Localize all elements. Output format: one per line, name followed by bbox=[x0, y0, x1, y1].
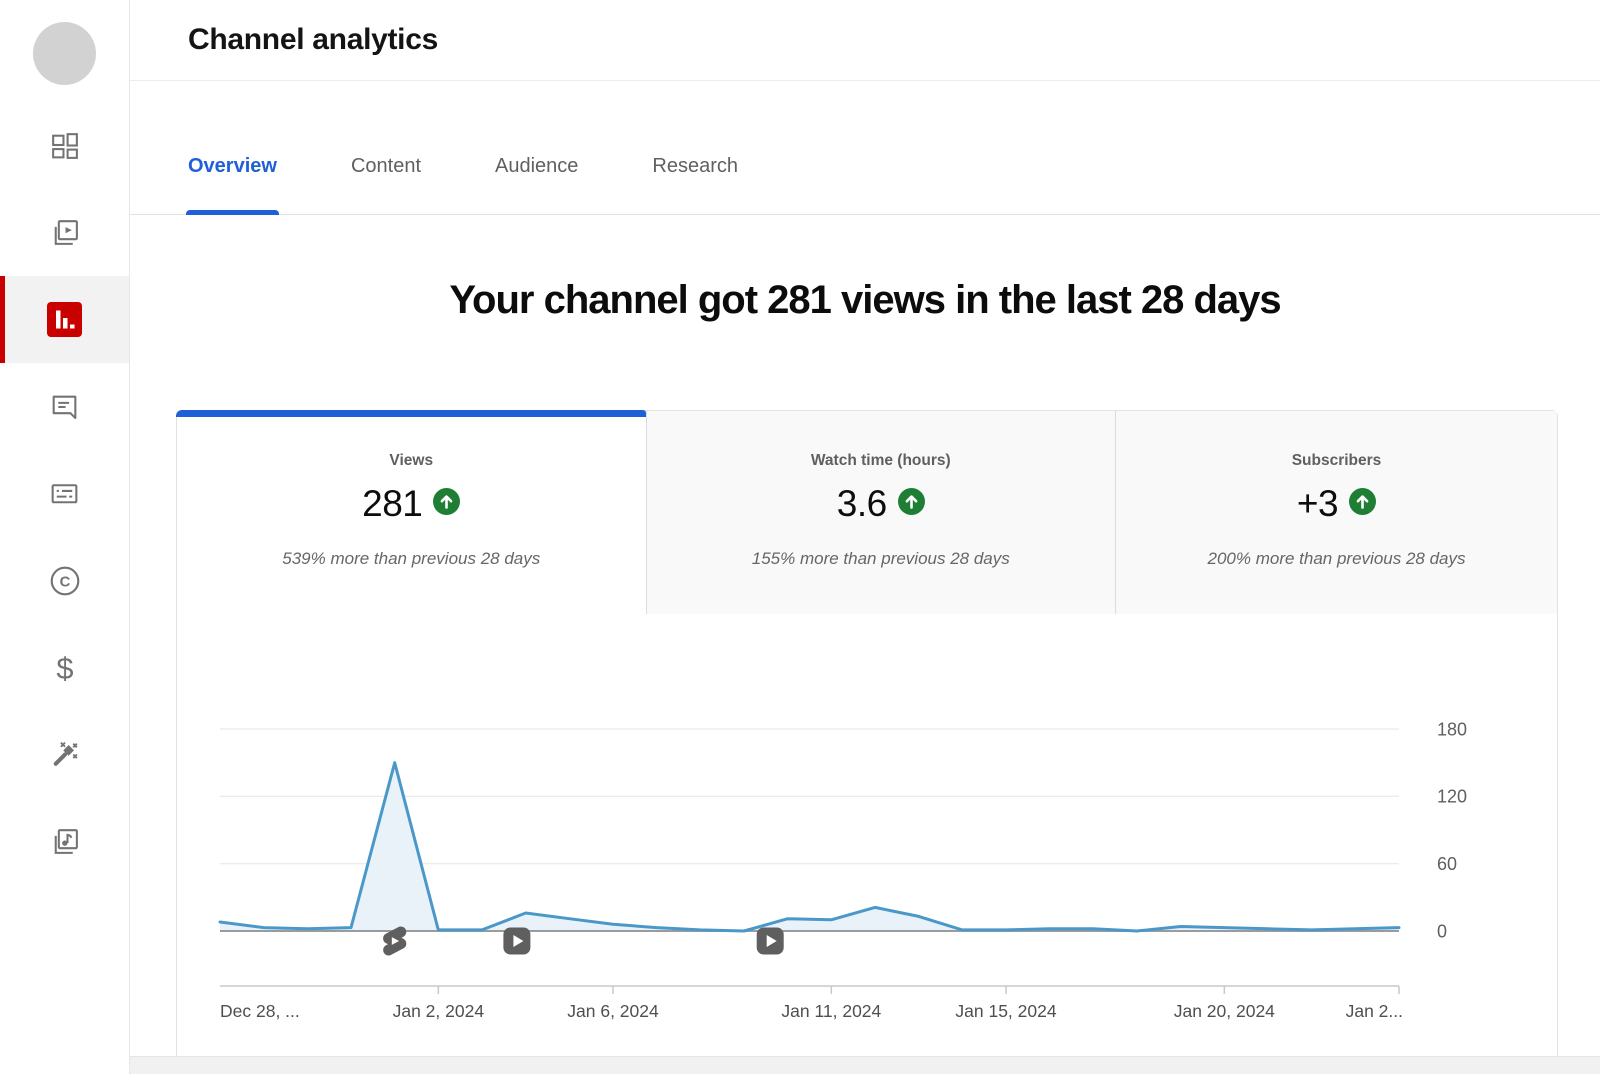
tab-overview[interactable]: Overview bbox=[186, 118, 279, 215]
x-axis-label: Jan 15, 2024 bbox=[955, 1001, 1056, 1021]
tab-audience[interactable]: Audience bbox=[495, 154, 579, 177]
studio-sidebar: C $ bbox=[0, 0, 130, 1074]
analytics-tabs: Overview Content Audience Research bbox=[130, 81, 1600, 215]
page-bottom-strip bbox=[130, 1056, 1600, 1074]
trend-up-icon bbox=[897, 488, 925, 520]
metric-delta: 200% more than previous 28 days bbox=[1207, 549, 1466, 568]
metric-delta: 539% more than previous 28 days bbox=[282, 549, 541, 568]
metric-label: Watch time (hours) bbox=[810, 452, 951, 469]
dashboard-icon bbox=[48, 129, 81, 162]
audio-library-icon bbox=[48, 825, 81, 858]
y-axis-label: 180 bbox=[1437, 719, 1467, 739]
analytics-icon bbox=[47, 302, 82, 337]
analytics-report-card: Views 281 539% more than previous 28 day… bbox=[176, 410, 1558, 1070]
views-chart-area[interactable]: Dec 28, ... Jan 2, 2024 Jan 6, 2024 Jan 11,… bbox=[177, 614, 1557, 1070]
sidebar-item-subtitles[interactable] bbox=[0, 450, 129, 537]
svg-text:C: C bbox=[59, 574, 70, 590]
metric-tab-views[interactable]: Views 281 539% more than previous 28 day… bbox=[176, 410, 646, 614]
metric-value: 3.6 bbox=[836, 483, 887, 524]
content-icon bbox=[48, 216, 81, 249]
sidebar-item-analytics[interactable] bbox=[0, 276, 129, 363]
y-axis-label: 120 bbox=[1437, 787, 1467, 807]
channel-avatar[interactable] bbox=[33, 22, 96, 85]
sidebar-item-dashboard[interactable] bbox=[0, 102, 129, 189]
y-axis-label: 60 bbox=[1437, 854, 1457, 874]
sidebar-item-earn[interactable]: $ bbox=[0, 624, 129, 711]
y-axis-label: 0 bbox=[1437, 921, 1447, 941]
trend-up-icon bbox=[1349, 488, 1377, 520]
x-axis-label: Dec 28, ... bbox=[220, 1001, 300, 1021]
video-publish-marker[interactable] bbox=[756, 927, 784, 955]
views-line-chart[interactable]: Dec 28, ... Jan 2, 2024 Jan 6, 2024 Jan 11,… bbox=[177, 614, 1557, 1071]
dollar-icon: $ bbox=[48, 651, 82, 685]
page-header: Channel analytics bbox=[130, 0, 1600, 81]
x-axis-label: Jan 2, 2024 bbox=[393, 1001, 485, 1021]
shorts-publish-marker[interactable] bbox=[383, 926, 407, 956]
svg-text:$: $ bbox=[56, 651, 73, 685]
metric-tab-subscribers[interactable]: Subscribers +3 200% more than previous 2… bbox=[1115, 411, 1557, 614]
sidebar-item-customize[interactable] bbox=[0, 711, 129, 798]
main-content: Channel analytics Overview Content Audie… bbox=[130, 0, 1600, 1074]
metric-tabs: Views 281 539% more than previous 28 day… bbox=[176, 410, 1557, 614]
series-line bbox=[218, 761, 1401, 933]
metric-value: +3 bbox=[1296, 483, 1339, 524]
magic-wand-icon bbox=[48, 738, 81, 771]
sidebar-item-audio-library[interactable] bbox=[0, 798, 129, 885]
trend-up-icon bbox=[433, 488, 461, 520]
summary-headline: Your channel got 281 views in the last 2… bbox=[449, 278, 1281, 322]
metric-label: Views bbox=[389, 452, 434, 469]
metric-delta: 155% more than previous 28 days bbox=[751, 549, 1010, 568]
sidebar-nav: C $ bbox=[0, 102, 129, 885]
tab-content[interactable]: Content bbox=[350, 154, 422, 177]
subtitles-icon bbox=[48, 477, 81, 510]
x-axis-label: Jan 2... bbox=[1346, 1001, 1403, 1021]
comments-icon bbox=[48, 390, 81, 423]
video-publish-marker[interactable] bbox=[503, 927, 531, 955]
metric-tab-watch-time[interactable]: Watch time (hours) 3.6 155% more than pr… bbox=[645, 411, 1116, 614]
sidebar-item-copyright[interactable]: C bbox=[0, 537, 129, 624]
sidebar-item-comments[interactable] bbox=[0, 363, 129, 450]
page-title: Channel analytics bbox=[188, 23, 438, 56]
metric-value: 281 bbox=[362, 483, 423, 524]
x-axis-label: Jan 20, 2024 bbox=[1174, 1001, 1275, 1021]
sidebar-item-content[interactable] bbox=[0, 189, 129, 276]
copyright-icon: C bbox=[48, 564, 82, 598]
x-axis-label: Jan 6, 2024 bbox=[567, 1001, 659, 1021]
series-area bbox=[220, 762, 1399, 931]
metric-label: Subscribers bbox=[1291, 452, 1382, 469]
tab-research[interactable]: Research bbox=[652, 154, 739, 177]
x-axis-label: Jan 11, 2024 bbox=[781, 1001, 881, 1021]
